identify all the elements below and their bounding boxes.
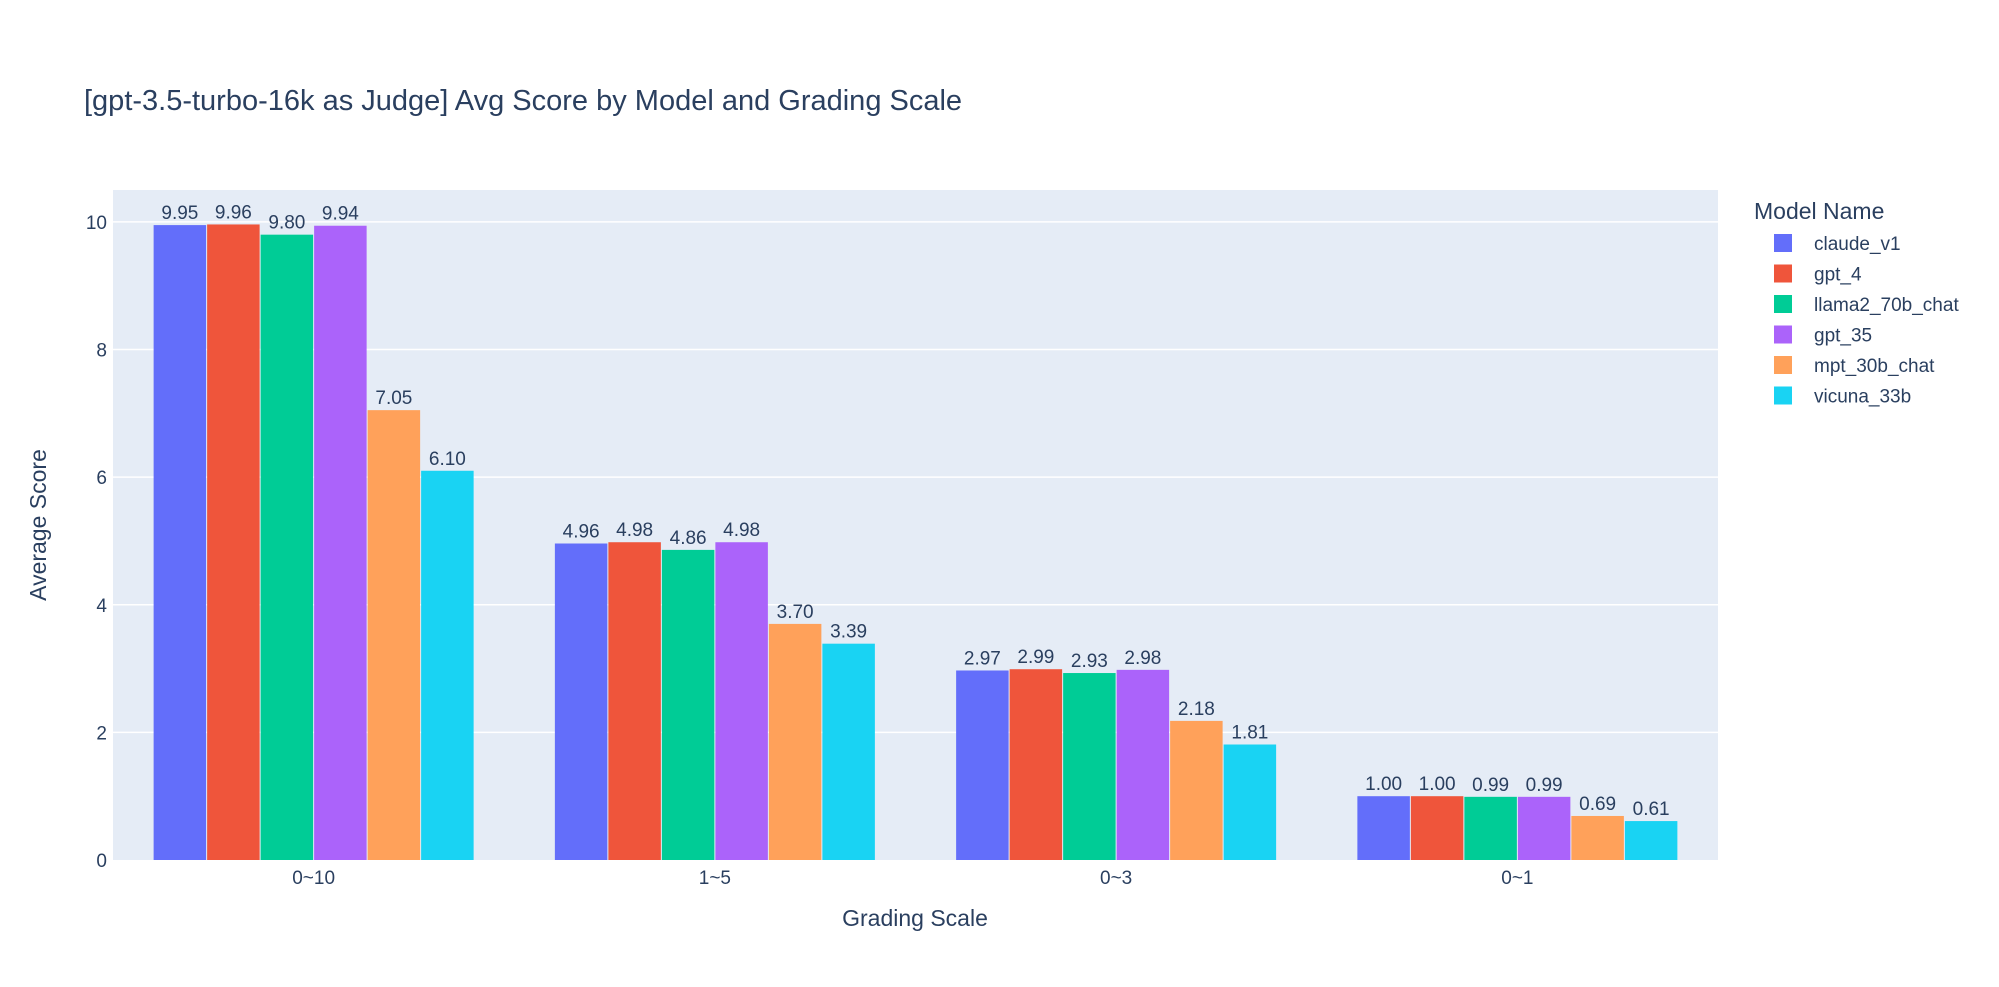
y-tick-label: 4: [96, 596, 107, 617]
bar-value-label: 3.39: [830, 622, 867, 643]
legend-swatch: [1774, 234, 1792, 252]
bar-value-label: 2.98: [1124, 648, 1161, 669]
x-axis-title: Grading Scale: [842, 905, 988, 931]
bar: [1116, 669, 1170, 860]
bar-value-label: 2.97: [964, 648, 1001, 669]
bar: [956, 670, 1009, 860]
legend-item-label: llama2_70b_chat: [1814, 295, 1959, 316]
bar-value-label: 9.80: [268, 213, 305, 234]
bar-value-label: 7.05: [375, 388, 412, 409]
chart-title: [gpt-3.5-turbo-16k as Judge] Avg Score b…: [84, 85, 962, 117]
legend-item-label: mpt_30b_chat: [1814, 356, 1935, 377]
bar-labels: 9.95 9.96 9.80 9.94 7.05 6.10 4.96 4.98 4.86 4.98…: [161, 202, 1669, 820]
y-tick-label: 10: [86, 213, 107, 234]
y-tick-label: 0: [96, 851, 107, 872]
bar: [207, 224, 260, 860]
bar-value-label: 4.86: [670, 528, 707, 549]
bar: [314, 225, 367, 860]
legend-title: Model Name: [1754, 198, 1884, 224]
bar-value-label: 9.96: [215, 202, 252, 223]
y-axis-ticks: 0 2 4 6 8 10: [86, 213, 108, 872]
bar: [1170, 720, 1223, 860]
legend-item-label: vicuna_33b: [1814, 387, 1911, 408]
bar-value-label: 6.10: [429, 449, 466, 470]
bar: [1464, 796, 1517, 860]
bar-value-label: 2.18: [1178, 699, 1215, 720]
x-tick-label: 0~10: [292, 868, 335, 889]
bar-value-label: 0.99: [1526, 775, 1563, 796]
legend: Model Name claude_v1 gpt_4 llama2_70b_chat…: [1754, 198, 1959, 408]
bar: [822, 643, 875, 860]
x-tick-label: 0~1: [1501, 868, 1533, 889]
bar-value-label: 2.99: [1017, 647, 1054, 668]
x-tick-label: 0~3: [1100, 868, 1132, 889]
y-axis-title: Average Score: [25, 449, 51, 601]
bar: [1009, 669, 1063, 860]
bar: [260, 234, 314, 860]
bar: [421, 470, 474, 860]
bar: [1410, 796, 1464, 860]
bar: [661, 549, 715, 860]
legend-swatch: [1774, 386, 1792, 405]
bar-value-label: 4.96: [563, 522, 600, 543]
bar-value-label: 1.00: [1365, 774, 1402, 795]
bar-value-label: 1.81: [1231, 723, 1268, 744]
bar-value-label: 9.94: [322, 204, 359, 225]
bar-value-label: 2.93: [1071, 651, 1108, 672]
bar: [1517, 796, 1571, 860]
legend-swatch: [1774, 264, 1792, 283]
legend-item-label: claude_v1: [1814, 234, 1901, 255]
bars: [153, 224, 1678, 861]
bar: [1357, 796, 1410, 860]
bar: [608, 542, 661, 860]
bar-value-label: 0.99: [1472, 775, 1509, 796]
bar: [1571, 815, 1624, 860]
bar: [1063, 673, 1116, 860]
bar-value-label: 3.70: [777, 602, 814, 623]
y-tick-label: 8: [96, 341, 107, 362]
bar: [715, 542, 768, 860]
legend-item-label: gpt_35: [1814, 326, 1872, 347]
x-axis-ticks: 0~10 1~5 0~3 0~1: [292, 868, 1533, 889]
bar: [367, 410, 421, 860]
legend-swatch: [1774, 356, 1792, 374]
bar-value-label: 4.98: [723, 520, 760, 541]
bar: [1223, 744, 1277, 860]
bar-value-label: 4.98: [616, 520, 653, 541]
bar: [554, 543, 608, 860]
legend-item-label: gpt_4: [1814, 265, 1862, 286]
legend-swatch: [1774, 325, 1792, 344]
y-tick-label: 2: [96, 723, 107, 744]
bar-value-label: 9.95: [161, 203, 198, 224]
bar-value-label: 1.00: [1419, 774, 1456, 795]
bar: [1624, 821, 1678, 860]
bar-value-label: 0.61: [1633, 799, 1670, 820]
bar-value-label: 0.69: [1579, 794, 1616, 815]
y-tick-label: 6: [96, 468, 107, 489]
x-tick-label: 1~5: [699, 868, 731, 889]
legend-swatch: [1774, 295, 1792, 313]
bar: [768, 623, 822, 860]
bar: [153, 225, 207, 861]
